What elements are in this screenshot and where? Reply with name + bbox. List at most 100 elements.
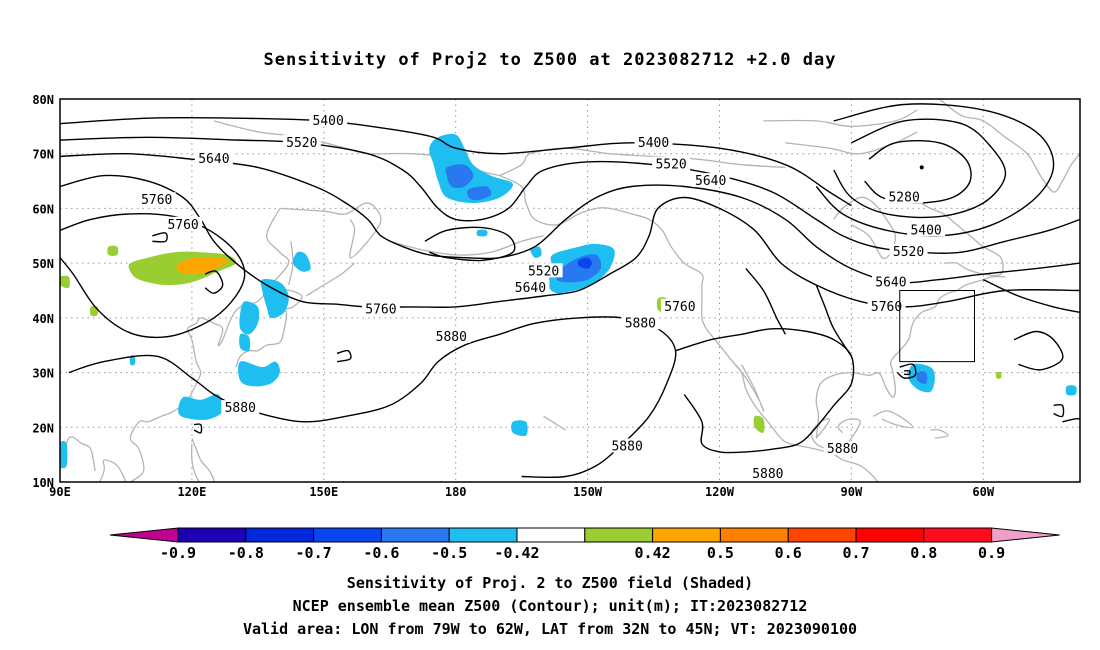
contour-label: 5520 [528, 264, 559, 279]
sensitivity-patch [209, 257, 228, 266]
contour-label: 5880 [436, 330, 467, 345]
coastline [499, 147, 786, 177]
contour-label: 5640 [875, 275, 906, 290]
sensitivity-patch [107, 245, 119, 256]
contour-label: 5880 [625, 316, 656, 331]
contour-label-bg [282, 134, 321, 149]
coastline [763, 109, 918, 128]
coastline [785, 131, 918, 155]
lat-label: 80N [32, 93, 54, 107]
contour-label: 5400 [910, 223, 941, 238]
lon-label: 90E [49, 485, 71, 499]
contour-line [336, 349, 352, 363]
contour-label: 5760 [167, 218, 198, 233]
colorbar-label: 0.5 [707, 544, 734, 562]
contour-line [1053, 403, 1065, 418]
contour-label-bg [137, 192, 176, 207]
sensitivity-patch [292, 251, 311, 272]
contour-label-bg [194, 151, 233, 166]
sensitivity-patch [239, 301, 260, 335]
contour-line [60, 174, 1080, 308]
coastline [873, 410, 914, 429]
colorbar-segment [380, 527, 450, 543]
sensitivity-patch [238, 361, 280, 387]
lon-label: 180 [445, 485, 467, 499]
contour-label: 5520 [655, 158, 686, 173]
contour-label: 5880 [827, 442, 858, 457]
contour-line [815, 284, 852, 357]
contour-labels: 5400 5520 5640 5760 5760 5400 5520 5640 5280 5400… [137, 112, 946, 482]
colorbar-segment [177, 527, 247, 543]
contour-label: 5520 [893, 245, 924, 260]
contour-label-bg [823, 441, 862, 456]
colorbar-label: 0.7 [842, 544, 869, 562]
contour-label-bg [608, 438, 647, 453]
coastline [732, 361, 765, 412]
contour-label-bg [524, 263, 563, 278]
contour-label-bg [432, 329, 471, 344]
contour-label-bg [867, 298, 906, 313]
contour-line [60, 116, 852, 207]
colorbar-label: -0.9 [160, 544, 196, 562]
valid-area-box [899, 290, 975, 363]
sensitivity-patch [60, 275, 70, 289]
figure-title: Sensitivity of Proj2 to Z500 at 20230827… [263, 50, 837, 70]
sensitivity-patch [178, 394, 224, 420]
colorbar-label: -0.6 [363, 544, 399, 562]
contour-line [152, 232, 168, 243]
contour-line [424, 226, 516, 262]
colorbar-label: 0.6 [775, 544, 802, 562]
coastline [543, 415, 566, 431]
contour-label: 5880 [611, 439, 642, 454]
contour-label-bg [634, 134, 673, 149]
sensitivity-patch [89, 305, 99, 317]
sensitivity-patch [1065, 385, 1077, 396]
lat-label: 60N [32, 202, 54, 216]
colorbar-segment [787, 527, 857, 543]
contour-line [60, 213, 246, 339]
colorbar-segment [448, 527, 518, 543]
contour-label: 5760 [664, 300, 695, 315]
colorbar-label: -0.5 [431, 544, 467, 562]
lon-label: 120E [177, 485, 206, 499]
sensitivity-patch [467, 186, 492, 201]
contour-label-bg [652, 156, 691, 171]
contour-label-bg [885, 189, 924, 204]
caption-shaded: Sensitivity of Proj. 2 to Z500 field (Sh… [346, 574, 754, 592]
contour-line [68, 316, 677, 479]
contour-label-bg [621, 315, 660, 330]
caption-contour: NCEP ensemble mean Z500 (Contour); unit(… [292, 597, 808, 615]
contour-line [815, 103, 1055, 237]
caption-valid-area: Valid area: LON from 79W to 62W, LAT fro… [242, 620, 858, 638]
contour-label: 5760 [365, 303, 396, 318]
contour-label-bg [907, 222, 946, 237]
contour-label-bg [889, 244, 928, 259]
colorbar-segment [584, 527, 654, 543]
colorbar: -0.9 -0.8 -0.7 -0.6 -0.5 -0.42 0.42 0.5 0.6 0.7 0.… [109, 527, 1060, 562]
colorbar-segment [313, 527, 382, 543]
coastline [99, 459, 127, 482]
contour-label-bg [871, 274, 910, 289]
contour-line [983, 278, 1080, 314]
colorbar-label: -0.8 [228, 544, 264, 562]
colorbar-segment [923, 527, 993, 543]
colorbar-segment [516, 527, 586, 543]
contour-line [675, 327, 855, 454]
coastline [499, 175, 843, 461]
sensitivity-patch [429, 133, 513, 203]
contour-label-bg [511, 279, 550, 294]
lon-label: 150E [309, 485, 338, 499]
contour-label: 5280 [888, 190, 919, 205]
colorbar-label: -0.42 [494, 544, 539, 562]
sensitivity-patch [476, 229, 488, 237]
colorbar-right-triangle [991, 527, 1060, 543]
contour-label-bg [748, 465, 787, 480]
sensitivity-patch [530, 246, 542, 258]
lon-label: 120W [705, 485, 735, 499]
contour-label: 5640 [515, 281, 546, 296]
contour-label: 5640 [198, 152, 229, 167]
lat-label: 30N [32, 367, 54, 381]
colorbar-segment [855, 527, 925, 543]
coastline [938, 99, 1080, 193]
sensitivity-patch [445, 164, 474, 188]
